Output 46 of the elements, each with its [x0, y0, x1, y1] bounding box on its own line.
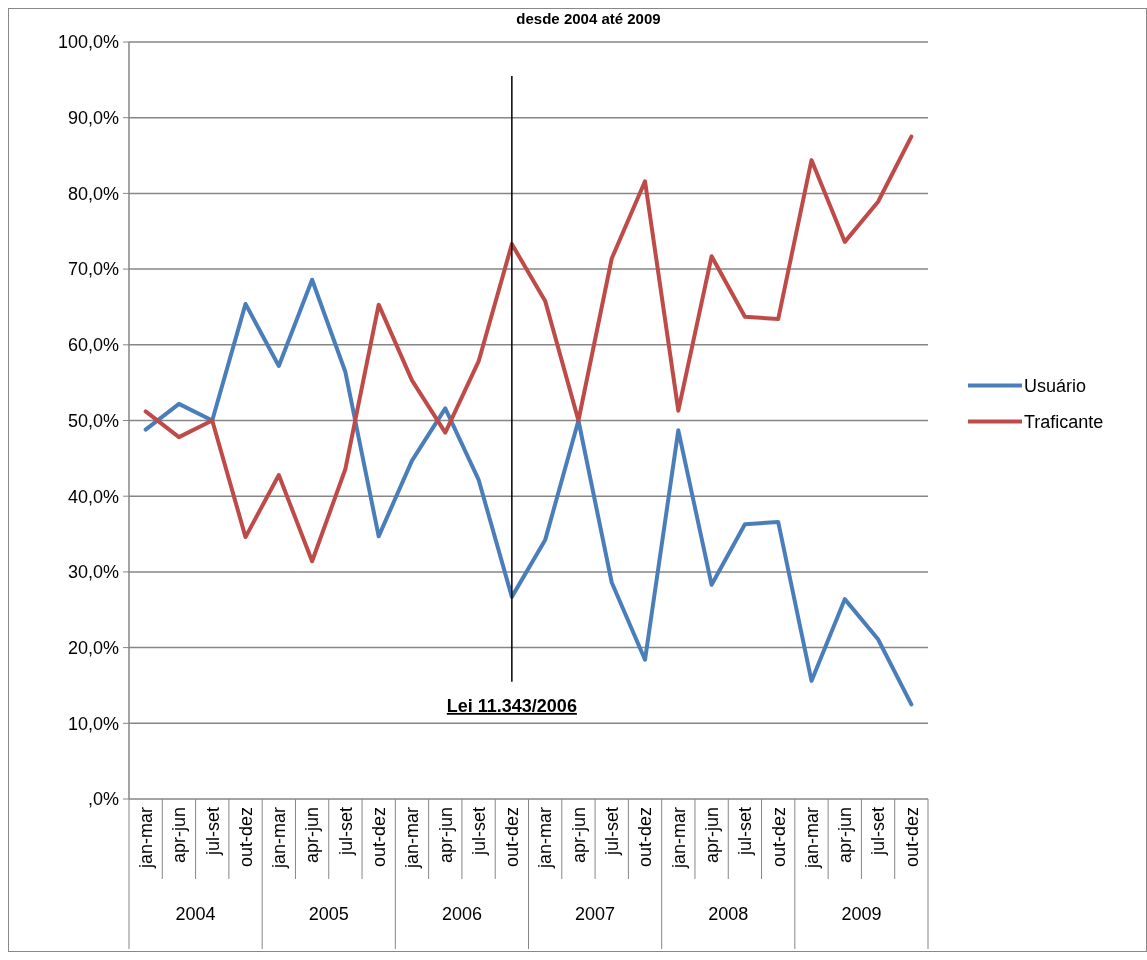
legend-label: Traficante — [1024, 411, 1104, 432]
x-tick-label: apr-jun — [302, 807, 323, 864]
x-tick-label: jan-mar — [668, 807, 689, 870]
y-tick-label: 10,0% — [67, 713, 119, 734]
x-tick-label: apr-jun — [169, 807, 190, 864]
text: 2006 — [441, 904, 482, 925]
annotation: Lei 11.343/2006 — [446, 695, 577, 716]
y-tick-label: 60,0% — [67, 335, 119, 356]
x-tick-label: jul-set — [468, 807, 489, 857]
text: 2004 — [175, 904, 216, 925]
x-tick-label: jan-mar — [801, 807, 822, 870]
x-tick-label: out-dez — [368, 807, 389, 868]
x-tick-label: apr-jun — [835, 807, 856, 864]
x-tick-label: out-dez — [235, 807, 256, 868]
text: 2008 — [708, 904, 749, 925]
x-tick-label: jul-set — [868, 807, 889, 857]
y-tick-label: 80,0% — [67, 183, 119, 204]
text: 2005 — [308, 904, 349, 925]
x-tick-label: jan-mar — [135, 807, 156, 870]
y-tick-label: 40,0% — [67, 486, 119, 507]
legend-label: Usuário — [1024, 375, 1087, 396]
x-tick-label: out-dez — [901, 807, 922, 868]
y-tick-label: 70,0% — [67, 259, 119, 280]
y-tick-label: 20,0% — [67, 637, 119, 658]
text: 2007 — [575, 904, 616, 925]
x-tick-label: apr-jun — [701, 807, 722, 864]
y-tick-label: 100,0% — [57, 32, 119, 53]
y-tick-label: 90,0% — [67, 108, 119, 128]
x-tick-label: jan-mar — [269, 807, 290, 870]
text: 2009 — [841, 904, 882, 925]
x-tick-label: out-dez — [768, 807, 789, 868]
x-tick-label: jan-mar — [402, 807, 423, 870]
y-tick-label: ,0% — [87, 789, 119, 810]
x-tick-label: out-dez — [502, 807, 523, 868]
y-tick-label: 50,0% — [67, 410, 119, 431]
chart-title: desde 2004 até 2009 — [516, 10, 661, 27]
x-tick-label: jul-set — [602, 807, 623, 857]
x-tick-label: jul-set — [735, 807, 756, 857]
y-tick-label: 30,0% — [67, 562, 119, 583]
x-tick-label: jul-set — [202, 807, 223, 857]
x-tick-label: jul-set — [335, 807, 356, 857]
x-tick-label: apr-jun — [435, 807, 456, 864]
line-series — [143, 134, 914, 564]
x-tick-label: apr-jun — [568, 807, 589, 864]
x-tick-label: out-dez — [635, 807, 656, 868]
x-tick-label: jan-mar — [535, 807, 556, 870]
